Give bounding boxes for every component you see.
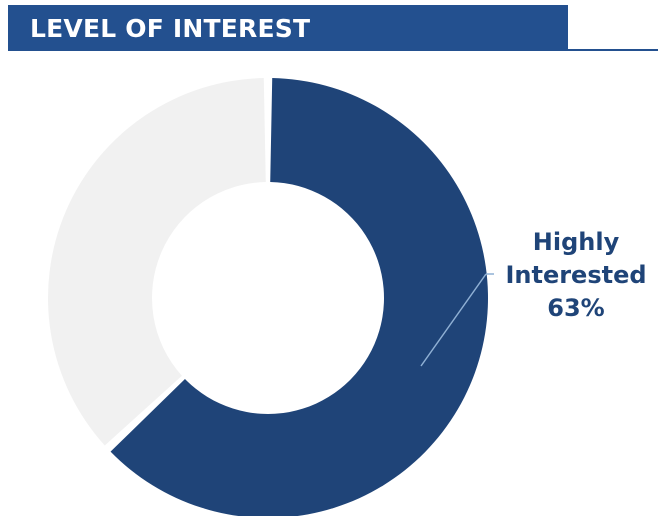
chart-title-bar: LEVEL OF INTEREST — [8, 5, 568, 51]
data-label-leader-line — [420, 273, 487, 367]
donut-slice-other — [48, 78, 266, 446]
chart-title: LEVEL OF INTEREST — [30, 13, 311, 43]
title-underline — [568, 49, 658, 51]
data-label-line2: Interested — [505, 261, 647, 289]
donut-slices — [48, 78, 488, 516]
data-label-line1: Highly — [532, 228, 620, 256]
donut-slice-highly-interested — [110, 78, 488, 516]
data-label-value: 63% — [547, 294, 605, 322]
slice-data-label-highly-interested: Highly Interested 63% — [500, 226, 652, 325]
